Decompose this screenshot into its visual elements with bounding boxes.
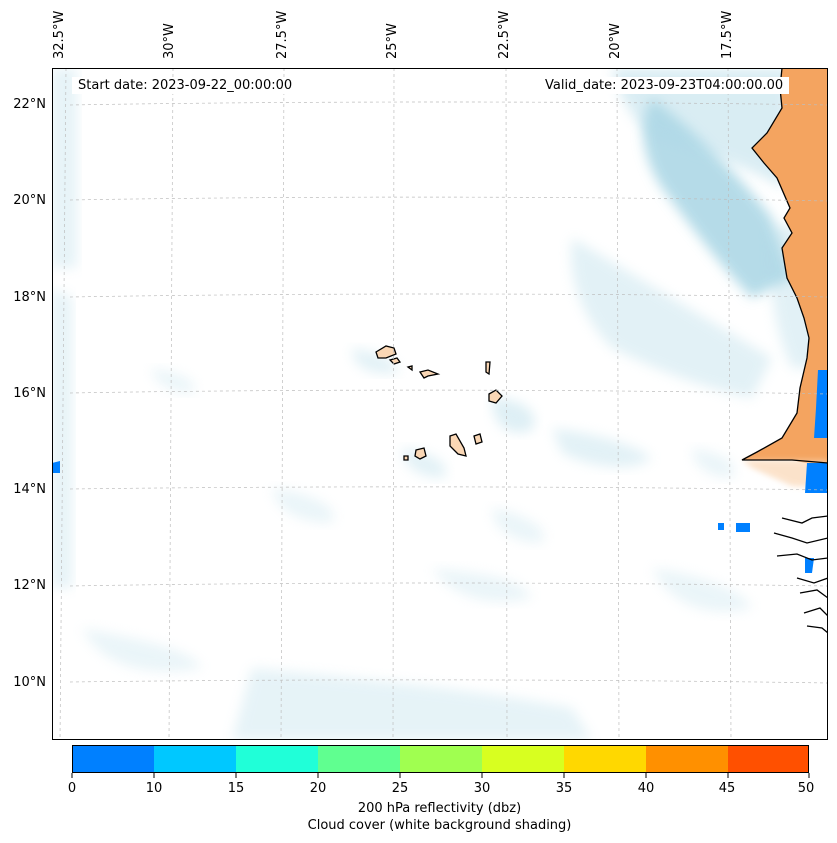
- colorbar-swatch: [728, 745, 809, 773]
- island-brava: [403, 455, 409, 461]
- lon-label: 30°W: [162, 23, 177, 59]
- colorbar-tick-label: 0: [67, 781, 77, 796]
- lon-label: 32.5°W: [52, 10, 67, 59]
- island-sal: [485, 361, 491, 376]
- lat-label: 10°N: [13, 675, 46, 690]
- colorbar-tick-label: 15: [227, 781, 245, 796]
- colorbar-frame: [72, 745, 809, 773]
- gridlines: [59, 68, 828, 740]
- lat-label: 16°N: [13, 386, 46, 401]
- colorbar-swatch: [646, 745, 728, 773]
- colorbar-tick-label: 45: [718, 781, 736, 796]
- colorbar-title: 200 hPa reflectivity (dbz): [357, 801, 522, 816]
- lat-label: 12°N: [13, 578, 46, 593]
- colorbar-swatch: [154, 745, 236, 773]
- colorbar-tick-label: 20: [309, 781, 327, 796]
- colorbar-swatch: [72, 745, 154, 773]
- colorbar: [72, 745, 809, 773]
- lat-label: 22°N: [13, 97, 46, 112]
- island-santo-antao: [375, 345, 397, 359]
- island-sao-nicolau: [418, 369, 441, 379]
- lon-label: 25°W: [385, 23, 400, 59]
- cloud-cover-shading: [52, 68, 828, 740]
- island-sao-vicente: [388, 357, 402, 365]
- colorbar-swatch: [400, 745, 482, 773]
- cape-verde-islands: [375, 345, 503, 461]
- lat-label: 14°N: [13, 482, 46, 497]
- island-fogo: [414, 447, 427, 460]
- colorbar-ticks: [71, 773, 810, 778]
- reflectivity-patches: [52, 370, 828, 573]
- colorbar-swatch: [318, 745, 400, 773]
- lon-label: 17.5°W: [720, 10, 735, 59]
- lon-label: 27.5°W: [275, 10, 290, 59]
- colorbar-tick-label: 25: [391, 781, 409, 796]
- island-santiago: [449, 433, 467, 457]
- colorbar-tick-label: 40: [637, 781, 655, 796]
- colorbar-tick-label: 30: [473, 781, 491, 796]
- island-maio: [473, 433, 483, 445]
- colorbar-subtitle: Cloud cover (white background shading): [307, 818, 572, 833]
- colorbar-swatch: [564, 745, 646, 773]
- colorbar-tick-label: 50: [797, 781, 815, 796]
- island-boa-vista: [488, 389, 503, 404]
- africa-landmass: [742, 68, 828, 740]
- island-santa-luzia: [406, 365, 413, 372]
- colorbar-swatch: [236, 745, 318, 773]
- colorbar-swatches: [72, 745, 809, 773]
- colorbar-tick-label: 10: [145, 781, 163, 796]
- start-date-label: Start date: 2023-09-22_00:00:00: [72, 77, 299, 94]
- valid-date-label: Valid_date: 2023-09-23T04:00:00.00: [539, 77, 790, 94]
- map-frame: [52, 68, 828, 740]
- colorbar-tick-label: 35: [555, 781, 573, 796]
- coastlines: [741, 68, 828, 634]
- lon-label: 20°W: [608, 23, 623, 59]
- lat-label: 18°N: [13, 290, 46, 305]
- map-panel: [52, 68, 828, 740]
- lon-label: 22.5°W: [497, 10, 512, 59]
- colorbar-swatch: [482, 745, 564, 773]
- lat-label: 20°N: [13, 193, 46, 208]
